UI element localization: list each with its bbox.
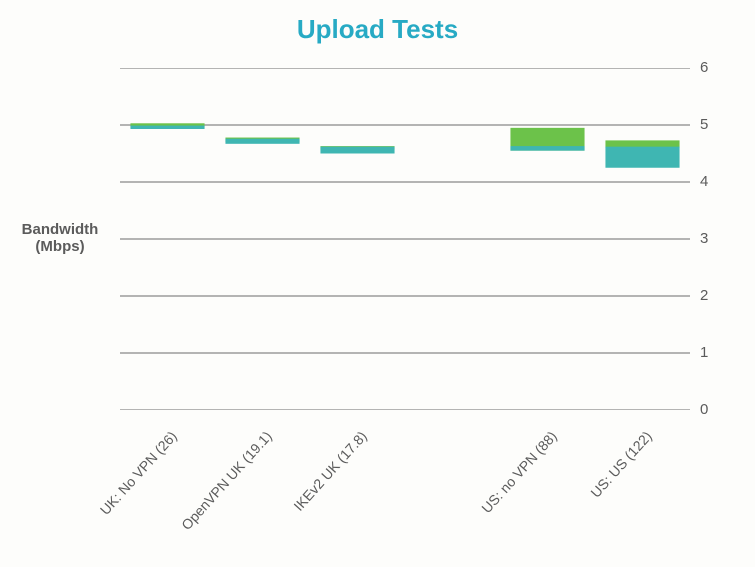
bar bbox=[510, 146, 584, 151]
x-tick-label: IKEv2 UK (17.8) bbox=[290, 428, 370, 514]
chart-plot bbox=[120, 68, 690, 410]
x-tick-label: US: no VPN (88) bbox=[478, 428, 560, 516]
x-tick-label: US: US (122) bbox=[587, 428, 655, 501]
y-tick-label: 2 bbox=[700, 287, 708, 304]
x-tick-label: UK: No VPN (26) bbox=[96, 428, 179, 518]
y-axis-label: Bandwidth(Mbps) bbox=[12, 221, 108, 256]
bar bbox=[225, 139, 299, 144]
y-tick-label: 6 bbox=[700, 59, 708, 76]
y-tick-label: 4 bbox=[700, 173, 708, 190]
bar bbox=[605, 147, 679, 168]
chart-title: Upload Tests bbox=[0, 14, 755, 45]
bar bbox=[320, 147, 394, 154]
y-tick-label: 5 bbox=[700, 116, 708, 133]
y-tick-label: 0 bbox=[700, 401, 708, 418]
x-tick-label: OpenVPN UK (19.1) bbox=[178, 428, 275, 533]
y-tick-label: 3 bbox=[700, 230, 708, 247]
bar bbox=[130, 126, 204, 129]
y-tick-label: 1 bbox=[700, 344, 708, 361]
